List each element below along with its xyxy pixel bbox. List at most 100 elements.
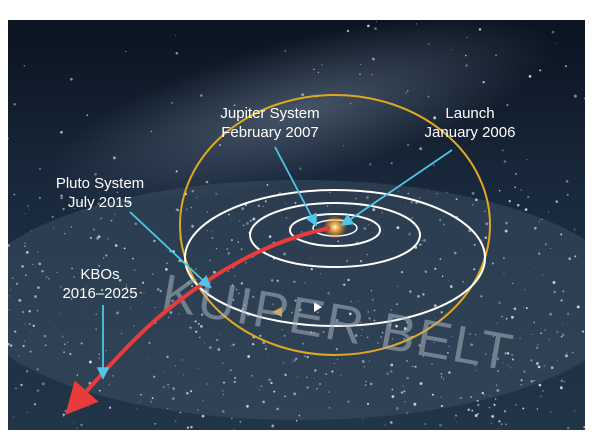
star <box>316 388 318 390</box>
star <box>434 304 437 307</box>
star <box>265 345 266 346</box>
star <box>574 255 576 257</box>
star <box>456 422 457 423</box>
star <box>542 274 543 275</box>
star <box>67 342 68 343</box>
star <box>503 273 504 274</box>
star <box>24 245 25 246</box>
star <box>60 286 62 288</box>
star <box>398 191 399 192</box>
star <box>391 162 393 164</box>
star <box>109 407 111 409</box>
star <box>557 360 558 361</box>
star <box>482 81 484 83</box>
star <box>328 391 329 392</box>
star <box>306 386 308 388</box>
star <box>566 180 569 183</box>
star <box>48 278 50 280</box>
star <box>163 386 165 388</box>
star <box>487 238 488 239</box>
star <box>61 197 63 199</box>
star <box>189 327 191 329</box>
star <box>567 313 569 315</box>
star <box>471 410 473 412</box>
star <box>562 290 564 292</box>
star <box>155 307 156 308</box>
star <box>24 65 25 66</box>
star <box>105 254 107 256</box>
star <box>419 244 421 246</box>
star <box>167 408 168 409</box>
star <box>527 196 529 198</box>
star <box>553 281 556 284</box>
star <box>25 274 27 276</box>
star <box>7 138 8 139</box>
star <box>371 74 372 75</box>
star <box>28 310 30 312</box>
star <box>37 251 38 252</box>
star <box>582 330 584 332</box>
star <box>515 404 516 405</box>
star <box>183 374 184 375</box>
star <box>403 390 405 392</box>
star <box>436 193 438 195</box>
star <box>29 351 31 353</box>
star <box>369 163 371 165</box>
star <box>415 202 417 204</box>
star <box>533 380 534 381</box>
star <box>539 384 542 387</box>
star <box>64 344 65 345</box>
star <box>327 205 329 207</box>
star <box>472 192 475 195</box>
star <box>140 394 142 396</box>
star <box>498 301 501 304</box>
star <box>59 313 60 314</box>
star <box>271 424 274 427</box>
star <box>186 392 188 394</box>
star <box>106 350 107 351</box>
star <box>14 330 16 332</box>
star <box>24 341 25 342</box>
star <box>539 221 541 223</box>
star <box>299 167 301 169</box>
star <box>191 190 194 193</box>
star <box>19 355 20 356</box>
star <box>32 264 33 265</box>
star <box>167 176 168 177</box>
star <box>536 362 539 365</box>
star <box>163 372 164 373</box>
star <box>540 396 542 398</box>
star <box>310 258 311 259</box>
star <box>525 208 528 211</box>
star <box>350 103 351 104</box>
star <box>175 420 177 422</box>
star <box>296 420 298 422</box>
star <box>157 288 160 291</box>
star <box>179 412 181 414</box>
star <box>447 192 448 193</box>
star <box>42 382 45 385</box>
star <box>53 227 54 228</box>
star <box>284 50 286 52</box>
star <box>8 244 10 246</box>
star <box>405 206 406 207</box>
star <box>340 375 341 376</box>
star <box>506 318 508 320</box>
star <box>433 164 435 166</box>
star <box>537 408 538 409</box>
star <box>46 276 48 278</box>
star <box>13 416 14 417</box>
star <box>482 392 484 394</box>
star <box>411 217 413 219</box>
star <box>125 51 126 52</box>
star <box>347 30 349 32</box>
star <box>197 409 199 411</box>
star <box>228 214 230 216</box>
star <box>553 291 555 293</box>
star <box>359 73 361 75</box>
star <box>574 95 577 98</box>
star <box>401 271 403 273</box>
star <box>39 197 41 199</box>
star <box>133 325 135 327</box>
star <box>492 262 494 264</box>
